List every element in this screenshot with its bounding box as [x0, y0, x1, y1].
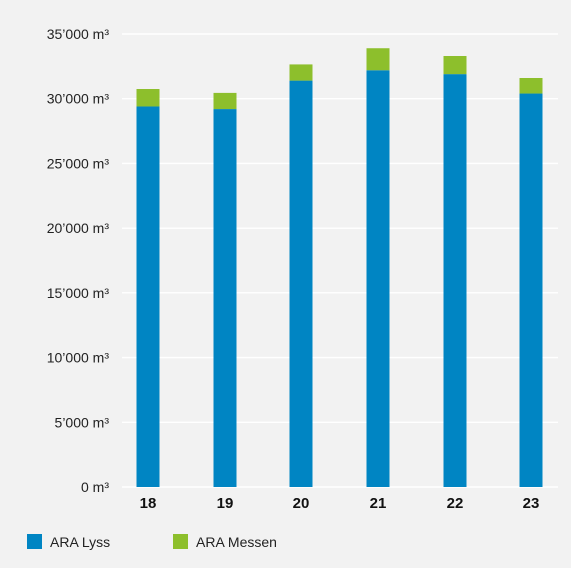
y-tick-label: 35’000 m³ — [47, 26, 110, 42]
bar-segment-ara-messen-23 — [519, 78, 543, 94]
y-tick-label: 30’000 m³ — [47, 91, 110, 107]
bar-segment-ara-lyss-18 — [136, 106, 160, 487]
bar-segment-ara-lyss-23 — [519, 93, 543, 487]
x-tick-label: 18 — [140, 495, 157, 512]
x-tick-label: 20 — [293, 495, 310, 512]
y-axis-tick-labels: 0 m³ 5’000 m³ 10’000 m³ 15’000 m³ 20’000 m³ 2… — [47, 26, 110, 495]
x-tick-label: 21 — [370, 495, 387, 512]
bar-segment-ara-messen-20 — [289, 64, 313, 81]
y-tick-label: 25’000 m³ — [47, 155, 110, 171]
x-tick-label: 23 — [523, 495, 540, 512]
legend-label-ara-messen: ARA Messen — [196, 534, 277, 550]
bar-segment-ara-lyss-22 — [443, 74, 467, 487]
y-tick-label: 5’000 m³ — [55, 414, 110, 430]
y-tick-label: 15’000 m³ — [47, 285, 110, 301]
x-axis-category-labels: 18 19 20 21 22 23 — [140, 495, 540, 512]
bar-segment-ara-messen-18 — [136, 89, 160, 107]
gridlines — [122, 33, 558, 488]
y-tick-label: 0 m³ — [81, 479, 109, 495]
x-tick-label: 19 — [217, 495, 234, 512]
legend-swatch-ara-messen — [173, 534, 188, 549]
bar-segment-ara-messen-21 — [366, 48, 390, 71]
bar-segment-ara-messen-19 — [213, 92, 237, 110]
bars — [136, 48, 543, 488]
y-tick-label: 20’000 m³ — [47, 220, 110, 236]
bar-segment-ara-lyss-20 — [289, 80, 313, 487]
bar-segment-ara-messen-22 — [443, 56, 467, 75]
y-tick-label: 10’000 m³ — [47, 350, 110, 366]
bar-segment-ara-lyss-19 — [213, 109, 237, 487]
x-tick-label: 22 — [447, 495, 464, 512]
legend-label-ara-lyss: ARA Lyss — [50, 534, 110, 550]
bar-segment-ara-lyss-21 — [366, 70, 390, 488]
legend-swatch-ara-lyss — [27, 534, 42, 549]
legend: ARA Lyss ARA Messen — [27, 534, 277, 550]
